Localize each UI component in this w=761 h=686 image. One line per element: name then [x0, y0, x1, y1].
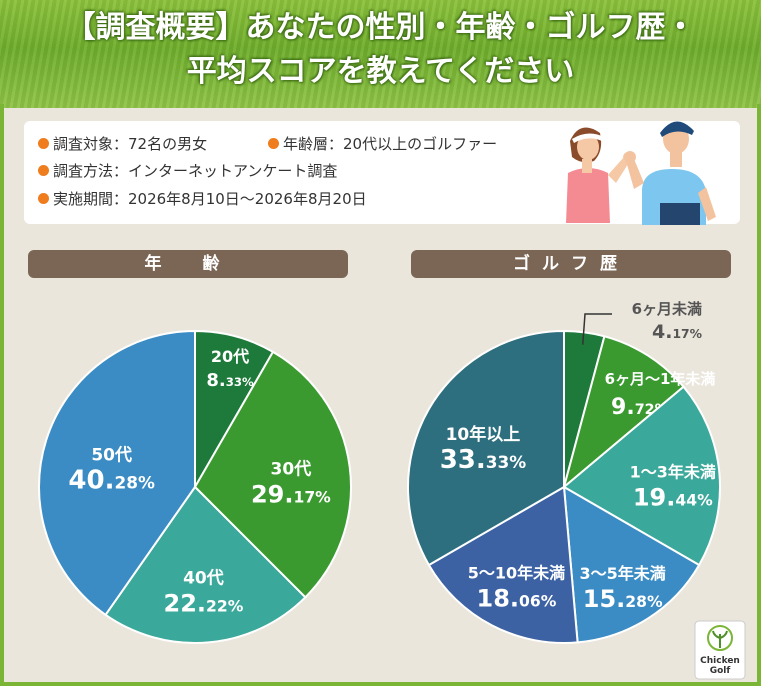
grass-header-background: [0, 0, 761, 108]
slice-value-0: 4.17%: [652, 321, 702, 343]
survey-method-row: 調査方法：インターネットアンケート調査: [38, 160, 337, 181]
chicken-golf-logo: Chicken Golf: [694, 620, 746, 680]
pie-slice-3: [562, 485, 701, 644]
pie-slice-4: [427, 485, 579, 644]
title-line-2: 平均スコアを教えてください: [186, 54, 575, 89]
golf-history-pie-chart: 6ヶ月未満4.17%6ヶ月〜1年未満9.72%1〜3年未満19.44%3〜5年未…: [407, 300, 721, 644]
male-golfer-icon: [624, 121, 716, 225]
survey-target-row: 調査対象：72名の男女: [38, 133, 207, 154]
slice-label-3: 3〜5年未満: [580, 564, 666, 583]
title-line-1: 【調査概要】あなたの性別・年齢・ゴルフ歴・: [65, 10, 696, 45]
pie-slice-2: [562, 385, 721, 567]
slice-value-4: 18.06%: [477, 584, 557, 612]
golfers-illustration: [566, 121, 716, 225]
slice-label-1: 30代: [271, 458, 312, 479]
survey-age-row: 年齢層：20代以上のゴルファー: [268, 133, 497, 154]
slice-label-2: 40代: [183, 567, 224, 588]
slice-value-3: 15.28%: [583, 585, 663, 613]
pie-slice-2: [104, 485, 307, 644]
survey-period-row: 実施期間：2026年8月10日〜2026年8月20日: [38, 188, 367, 209]
slice-value-2: 22.22%: [164, 589, 244, 617]
slice-value-2: 19.44%: [633, 483, 713, 511]
slice-label-0: 6ヶ月未満: [632, 300, 702, 318]
survey-period: 実施期間：2026年8月10日〜2026年8月20日: [53, 190, 367, 208]
slice-label-3: 50代: [91, 445, 132, 466]
slice-label-2: 1〜3年未満: [630, 462, 716, 481]
pie-slice-1: [193, 350, 352, 599]
page-frame: [0, 104, 761, 686]
pie-slice-1: [562, 335, 685, 490]
female-golfer-icon: [566, 127, 633, 223]
golf-history-chart-title: ゴルフ歴: [411, 250, 731, 278]
slice-label-5: 10年以上: [446, 424, 521, 445]
bullet-icon: [38, 193, 49, 204]
survey-age-range: 年齢層：20代以上のゴルファー: [283, 135, 498, 153]
slice-value-3: 40.28%: [68, 466, 155, 496]
bullet-icon: [268, 138, 279, 149]
bullet-icon: [38, 138, 49, 149]
pie-slice-5: [407, 329, 565, 567]
bullet-icon: [38, 165, 49, 176]
slice-value-0: 8.33%: [206, 370, 254, 391]
slice-label-1: 6ヶ月〜1年未満: [605, 370, 716, 388]
survey-method: 調査方法：インターネットアンケート調査: [53, 162, 338, 180]
leader-line-0: [582, 313, 612, 345]
slice-label-4: 5〜10年未満: [468, 563, 565, 582]
slice-value-5: 33.33%: [440, 445, 527, 475]
age-chart-title: 年 齢: [28, 250, 348, 278]
pie-slice-3: [38, 329, 196, 617]
slice-value-1: 29.17%: [251, 480, 331, 508]
logo-word-2: Golf: [710, 666, 731, 676]
logo-word-1: Chicken: [700, 656, 740, 666]
slice-label-0: 20代: [211, 347, 249, 366]
page-title: 【調査概要】あなたの性別・年齢・ゴルフ歴・ 平均スコアを教えてください: [0, 6, 761, 94]
survey-target: 調査対象：72名の男女: [53, 135, 208, 153]
